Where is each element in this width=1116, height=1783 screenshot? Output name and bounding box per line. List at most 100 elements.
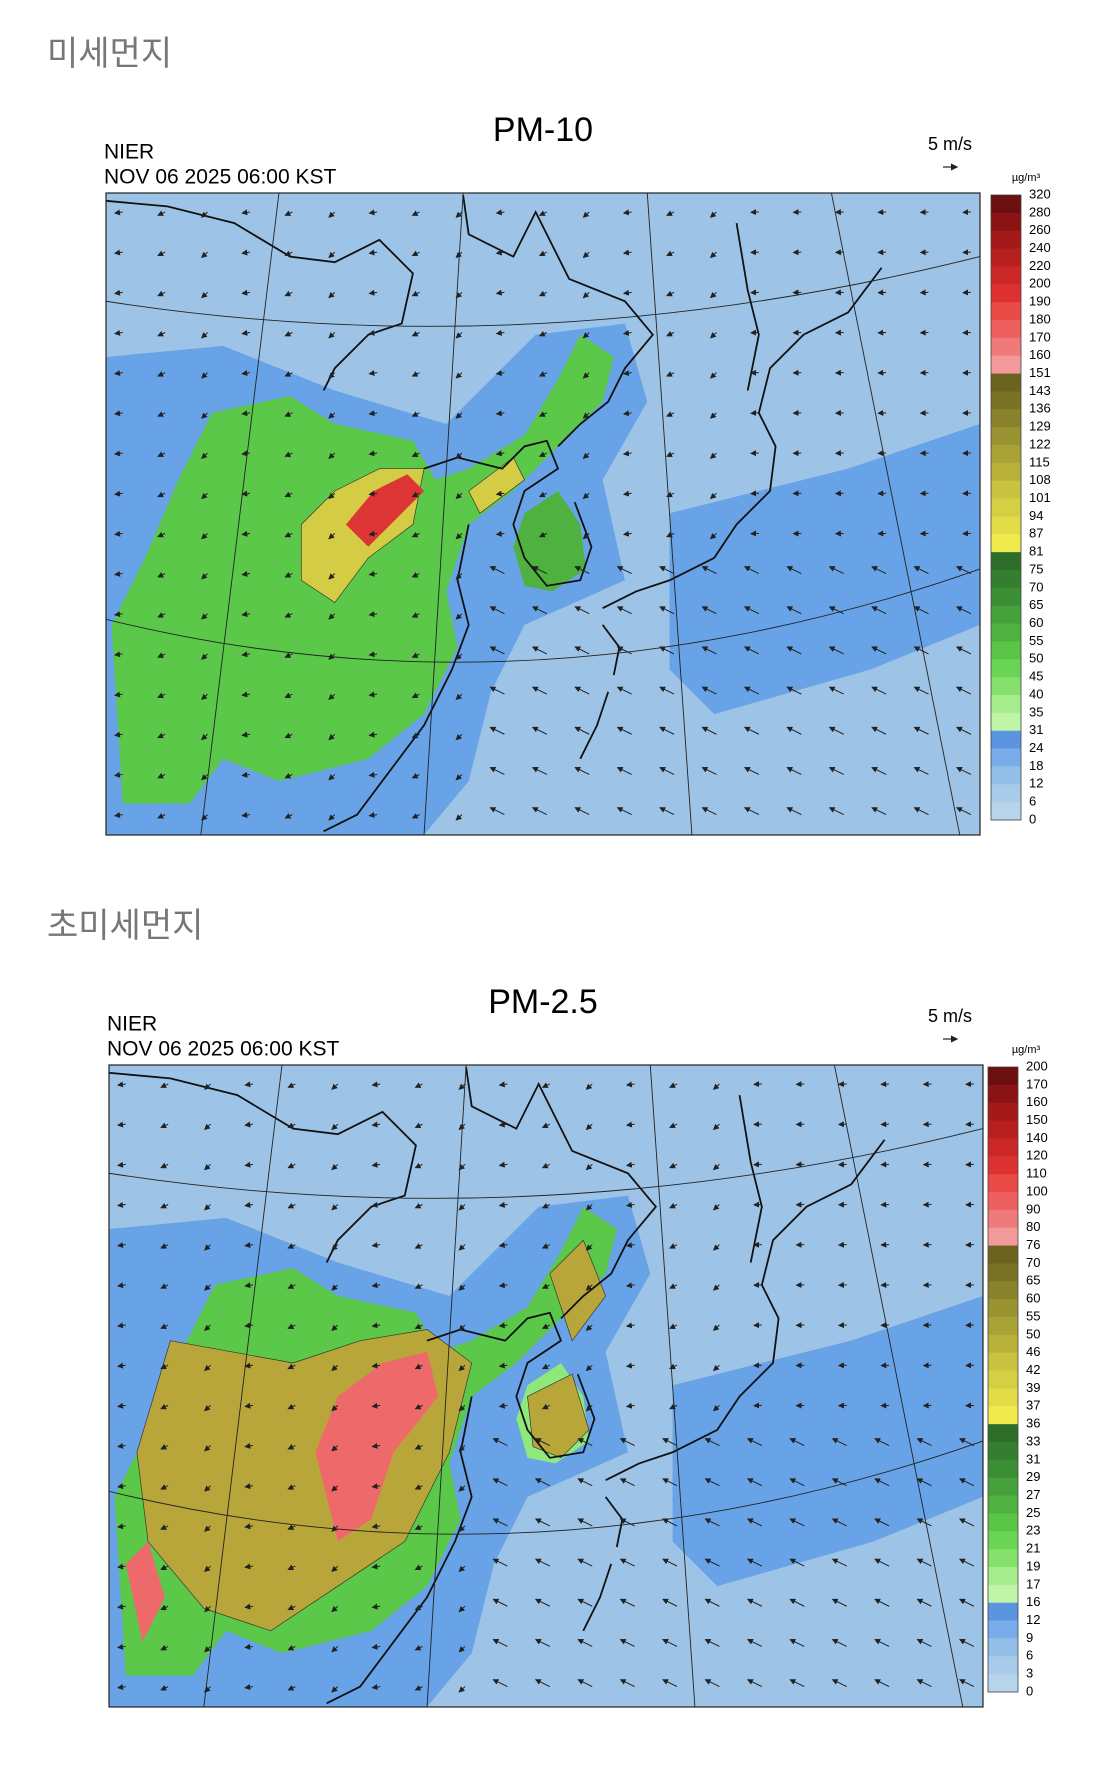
wind-arrow (117, 1282, 126, 1289)
wind-arrow (458, 1485, 466, 1492)
wind-arrow (582, 412, 590, 419)
wind-arrow (455, 291, 463, 299)
wind-arrow (458, 1284, 466, 1291)
wind-arrow (916, 1679, 932, 1688)
colorbar-label: 190 (1029, 294, 1051, 309)
wind-arrow (241, 611, 251, 618)
wind-arrow (114, 450, 123, 457)
wind-arrow (534, 1639, 551, 1647)
wind-arrow (669, 1122, 678, 1129)
colorbar-segment (991, 516, 1021, 535)
colorbar-segment (988, 1584, 1018, 1604)
wind-arrow (955, 686, 972, 695)
wind-arrow (955, 807, 972, 816)
graticule (106, 256, 980, 327)
wind-arrow (709, 452, 717, 459)
colorbar-label: 151 (1029, 365, 1051, 380)
wind-arrow (157, 732, 166, 739)
wind-arrow (201, 492, 208, 500)
colorbar-segment (988, 1174, 1018, 1193)
wind-arrow (666, 330, 675, 337)
wind-arrow (709, 533, 717, 540)
wind-arrow (531, 646, 548, 655)
colorbar-segment (988, 1352, 1018, 1372)
wind-arrow (244, 1161, 254, 1168)
wind-arrow (284, 692, 293, 699)
timestamp: NOV 06 2025 06:00 KST (107, 1038, 339, 1061)
wind-arrow (712, 1123, 720, 1131)
wind-arrow (287, 1644, 296, 1651)
wind-scale: 5 m/s (928, 134, 972, 154)
colorbar-segment (988, 1084, 1018, 1104)
unit: µg/m³ (1012, 1044, 1041, 1056)
wind-arrow (204, 1123, 211, 1131)
wind-arrow (331, 1565, 339, 1573)
wind-arrow (958, 1598, 975, 1607)
colorbar-label: 140 (1026, 1130, 1048, 1145)
wind-arrow (204, 1083, 211, 1090)
colorbar-segment (991, 373, 1021, 392)
wind-arrow (411, 612, 420, 618)
wind-arrow (662, 1478, 678, 1487)
wind-arrow (495, 450, 505, 457)
wind-arrow (489, 767, 505, 775)
wind-arrow (157, 371, 166, 377)
colorbar-label: 0 (1026, 1683, 1033, 1698)
wind-arrow (114, 651, 123, 658)
wind-arrow (492, 1598, 508, 1607)
colorbar-segment (988, 1192, 1018, 1211)
wind-arrow (244, 1402, 254, 1409)
wind-arrow (701, 566, 717, 575)
wind-arrow (201, 814, 208, 821)
wind-arrow (786, 606, 802, 615)
wind-arrow (241, 731, 251, 738)
colorbar-segment (991, 748, 1021, 767)
wind-arrow (495, 490, 505, 497)
wind-arrow (328, 211, 336, 218)
wind-arrow (201, 211, 208, 218)
wind-arrow (616, 726, 632, 735)
wind-arrow (669, 1082, 678, 1088)
wind-arrow (455, 211, 463, 218)
wind-arrow (704, 1438, 720, 1447)
graticule (109, 1440, 983, 1535)
wind-arrow (585, 1083, 593, 1090)
wind-arrow (789, 1639, 805, 1647)
colorbar-label: 87 (1029, 526, 1043, 541)
wind-arrow (831, 1438, 847, 1447)
wind-arrow (160, 1323, 169, 1329)
wind-arrow (666, 371, 675, 377)
wind-arrow (117, 1603, 126, 1610)
wind-arrow (458, 1605, 466, 1613)
wind-arrow (541, 1363, 551, 1370)
wind-arrow (201, 452, 208, 459)
wind-arrow (743, 606, 760, 615)
wind-arrow (157, 772, 166, 779)
colorbar-label: 320 (1029, 186, 1051, 201)
wind-arrow (662, 1518, 678, 1527)
wind-arrow (117, 1442, 126, 1449)
wind-arrow (160, 1082, 169, 1088)
colorbar-label: 120 (1026, 1148, 1048, 1163)
wind-arrow (371, 1081, 381, 1088)
wind-arrow (913, 566, 929, 575)
wind-arrow (582, 533, 590, 540)
wind-arrow (368, 570, 378, 577)
wind-arrow (117, 1242, 126, 1249)
wind-arrow (368, 731, 378, 738)
wind-arrow (455, 251, 463, 259)
wind-arrow (284, 491, 293, 498)
wind-arrow (958, 1639, 975, 1647)
wind-arrow (585, 1123, 593, 1131)
wind-arrow (414, 1363, 423, 1370)
wind-arrow (458, 1686, 466, 1693)
wind-arrow (541, 1122, 551, 1129)
wind-arrow (411, 732, 420, 739)
wind-scale: 5 m/s (928, 1006, 972, 1026)
wind-arrow (958, 1438, 975, 1447)
wind-arrow (328, 332, 336, 339)
map (106, 193, 980, 835)
wind-arrow (455, 492, 463, 500)
